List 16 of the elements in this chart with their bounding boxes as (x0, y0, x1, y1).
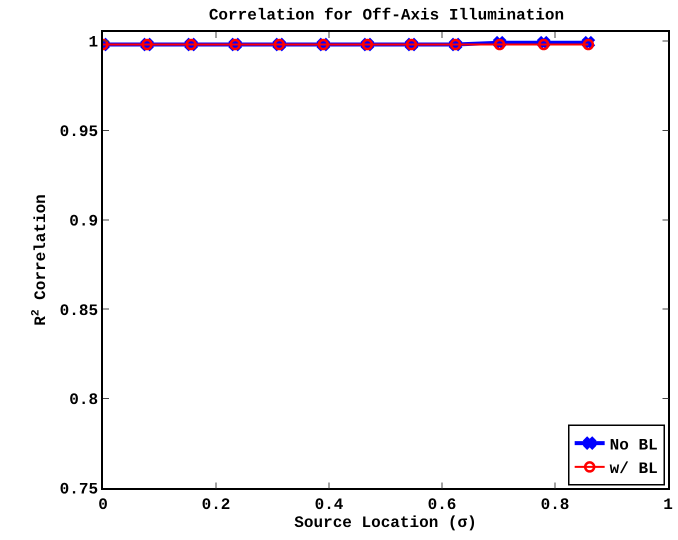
x-tick-label: 0.8 (540, 496, 570, 514)
x-tick-label: 0.4 (314, 496, 344, 514)
x-axis-title: Source Location (σ) (294, 514, 477, 532)
y-tick-label: 0.8 (69, 391, 98, 410)
legend-label: w/ BL (610, 460, 658, 478)
chart-title: Correlation for Off-Axis Illumination (208, 6, 564, 24)
x-tick-label: 0.6 (428, 496, 456, 514)
x-tick-label: 0.2 (202, 496, 230, 514)
legend-label: No BL (610, 436, 658, 454)
y-tick-label: 1 (88, 34, 98, 52)
y-tick-label: 0.9 (69, 212, 98, 230)
y-tick-label: 0.75 (60, 480, 98, 499)
y-tick-label: 0.85 (60, 302, 98, 320)
x-tick-label: 1 (663, 496, 673, 514)
x-tick-label: 0 (98, 496, 108, 514)
y-tick-label: 0.95 (60, 122, 98, 141)
